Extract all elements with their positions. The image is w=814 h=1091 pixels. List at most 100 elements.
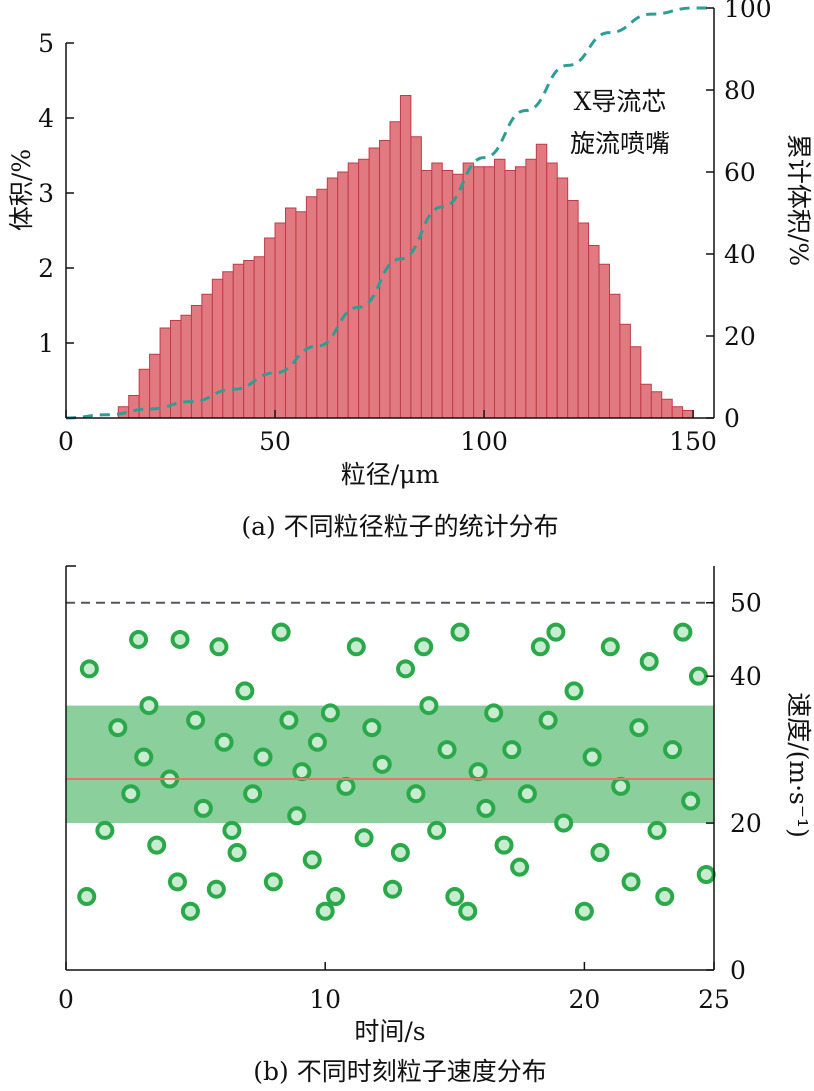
particle-point [554,813,574,833]
panel-a-ytick-label: 1 [38,329,54,358]
panel-a-xtick-label: 0 [58,427,74,456]
particle-point [77,887,97,907]
particle-point [302,850,322,870]
particle-point [235,681,255,701]
panel-b-ytick-label: 40 [730,662,762,691]
panel-b-xlabel: 时间/s [354,1017,425,1046]
particle-point [574,901,594,921]
particle-point [336,776,356,796]
histogram-bar [588,245,600,419]
annotation-line-1: X导流芯 [574,87,667,116]
particle-point [639,651,659,671]
particle-point [95,820,115,840]
particle-point [688,666,708,686]
particle-point [696,865,716,885]
particle-point [292,762,312,782]
particle-point [590,842,610,862]
panel-a-ytick-label: 5 [38,29,54,58]
histogram-bar [650,391,663,419]
particle-point [647,820,667,840]
panel-a-ytick-label: 2 [38,254,54,283]
particle-point [476,798,496,818]
panel-a-ytick-label: 4 [38,104,54,133]
panel-a-y2tick-label: 20 [724,322,756,351]
panel-a-xtick-label: 50 [259,427,291,456]
histogram-bar [211,278,224,419]
particle-point [79,659,99,679]
particle-point [320,703,340,723]
particle-point [629,718,649,738]
particle-point [458,901,478,921]
particle-point [193,798,213,818]
histogram-bar [514,166,527,419]
histogram-bar [295,211,307,419]
cumulative-volume-curve [65,6,714,420]
particle-point [279,710,299,730]
particle-point [129,629,149,649]
particle-point [372,754,392,774]
particle-point [437,740,457,760]
histogram-bar [452,173,464,419]
particle-point [406,784,426,804]
panel-a-xtick-label: 150 [669,427,717,456]
histogram-bar [640,383,652,419]
histogram-bar [619,323,631,419]
histogram-bar [410,136,422,419]
particle-point [227,842,247,862]
histogram-bar [274,222,286,419]
particle-point [396,659,416,679]
particle-point [414,637,434,657]
panel-b-ytick-label: 0 [730,956,746,985]
panel-b-caption: (b) 不同时刻粒子速度分布 [253,1057,546,1086]
particle-point [538,710,558,730]
particle-point [450,622,470,642]
particle-point [510,857,530,877]
particle-point [206,879,226,899]
histogram-bar [253,256,266,419]
panel-a-xlabel: 粒径/μm [341,460,440,489]
panel-b-axes: 0 20 40 50 0 10 20 25 [58,565,762,1014]
histogram-bar [399,95,412,419]
particle-point [307,732,327,752]
panel-b-xtick-label: 25 [698,985,730,1014]
histogram-bar [525,158,537,419]
panel-b-ytick-label: 20 [730,809,762,838]
particle-point [243,784,263,804]
histogram-bar [232,263,245,419]
histogram-bar [608,293,621,419]
particle-point [315,901,335,921]
panel-a-y2tick-label: 60 [724,158,756,187]
histogram-bar [420,170,433,419]
particle-point [663,740,683,760]
panel-a-caption: (a) 不同粒径粒子的统计分布 [241,512,558,541]
particle-point [121,784,141,804]
particle-point [170,629,190,649]
particle-point [214,732,234,752]
histogram-bar [347,162,360,419]
histogram-bar [316,188,328,419]
particle-point [222,820,242,840]
histogram-bar [671,406,684,419]
panel-a-y2tick-label: 40 [724,240,756,269]
particle-point [611,776,631,796]
particle-point [655,887,675,907]
histogram-bar [326,177,339,419]
histogram-bar [661,398,673,419]
particle-point [564,681,584,701]
histogram-bar [504,170,516,419]
histogram-bar [629,346,642,419]
histogram-bar [389,121,401,419]
particle-point [346,637,366,657]
histogram-bar [462,162,475,419]
panel-a-y2tick-label: 80 [724,76,756,105]
panel-b-ylabel: 速度/(m·s⁻¹) [784,692,813,838]
particle-point [681,791,701,811]
panel-a-ylabel: 体积/% [7,149,36,231]
particle-point [390,842,410,862]
histogram-bar [598,263,610,419]
panel-b-xtick-label: 10 [309,985,341,1014]
histogram-bars [117,95,694,419]
histogram-bar [264,237,276,419]
